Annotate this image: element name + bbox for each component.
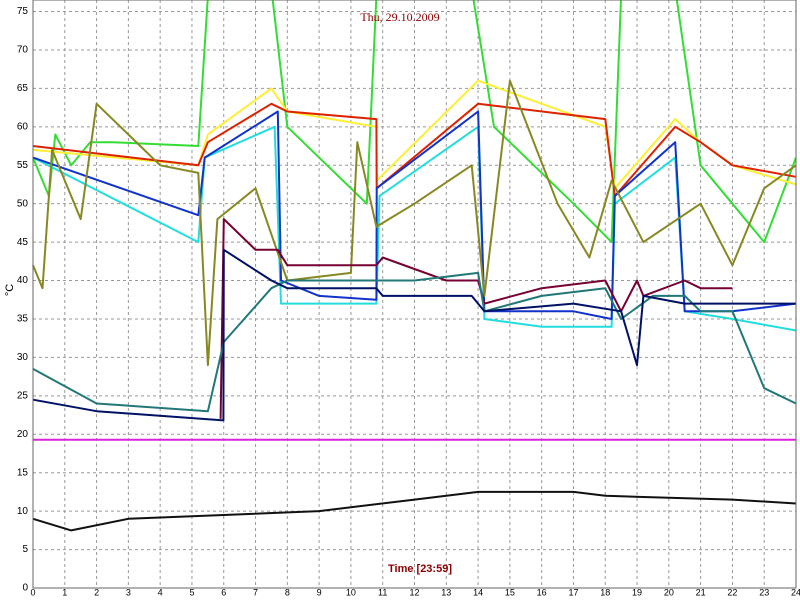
plot-border: [32, 0, 797, 589]
chart-title: Thu, 29.10.2009: [360, 10, 439, 24]
x-tick-label: 11: [378, 587, 387, 597]
x-tick-label: 9: [317, 587, 322, 597]
y-tick-label: 50: [17, 198, 29, 209]
x-tick-label: 4: [158, 587, 163, 597]
y-axis-label: °C: [4, 284, 16, 296]
series-line: [32, 79, 797, 367]
x-tick-label: 7: [253, 587, 258, 597]
x-tick-label: 14: [473, 587, 483, 597]
x-tick-label: 1: [62, 587, 67, 597]
x-tick-label: 8: [285, 587, 290, 597]
x-tick-label: 6: [221, 587, 226, 597]
x-tick-label: 2: [94, 587, 99, 597]
y-tick-label: 65: [17, 83, 29, 94]
y-tick-label: 25: [17, 390, 29, 401]
x-tick-label: 0: [30, 587, 35, 597]
x-tick-label: 16: [537, 587, 547, 597]
x-tick-label: 3: [126, 587, 131, 597]
x-tick-label: 23: [759, 587, 769, 597]
y-tick-label: 75: [17, 6, 29, 17]
x-tick-label: 17: [568, 587, 578, 597]
x-tick-label: 5: [189, 587, 194, 597]
x-tick-label: 12: [409, 587, 419, 597]
y-tick-label: 40: [17, 275, 29, 286]
x-tick-label: 13: [441, 587, 451, 597]
y-tick-label: 5: [22, 544, 28, 555]
y-tick-label: 20: [17, 429, 29, 440]
series-line: [32, 110, 797, 320]
y-tick-label: 45: [17, 237, 29, 248]
x-tick-label: 21: [696, 587, 706, 597]
y-tick-label: 55: [17, 160, 29, 171]
x-tick-label: 18: [600, 587, 610, 597]
y-tick-label: 60: [17, 121, 29, 132]
x-axis-label: Time [23:59]: [388, 563, 452, 575]
series-line: [32, 490, 797, 532]
y-tick-label: 10: [17, 506, 29, 517]
series-line: [32, 79, 797, 190]
y-tick-label: 30: [17, 352, 29, 363]
series-line: [32, 248, 796, 422]
plot-lines: [32, 0, 797, 532]
x-tick-label: 24: [791, 587, 800, 597]
x-tick-label: 10: [346, 587, 356, 597]
x-tick-label: 22: [727, 587, 737, 597]
series-line: [32, 102, 797, 197]
x-tick-label: 19: [632, 587, 642, 597]
y-tick-label: 35: [17, 314, 29, 325]
y-tick-label: 15: [17, 467, 29, 478]
y-tick-label: 0: [22, 583, 28, 594]
x-tick-label: 15: [505, 587, 515, 597]
x-tick-label: 20: [664, 587, 674, 597]
y-tick-label: 70: [17, 45, 29, 56]
